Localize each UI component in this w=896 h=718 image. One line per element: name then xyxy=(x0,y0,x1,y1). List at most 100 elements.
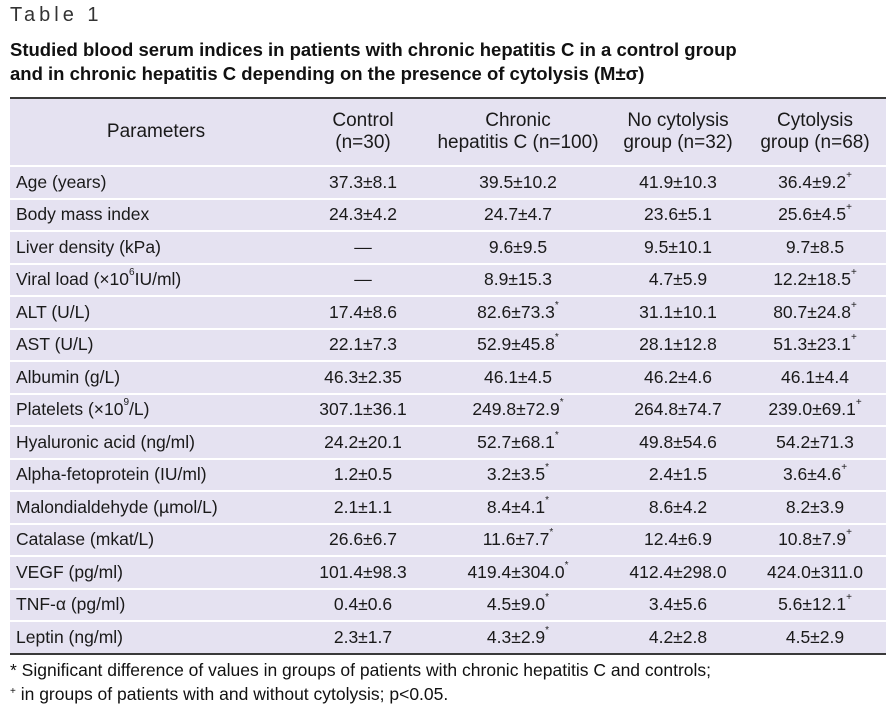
significance-mark: + xyxy=(841,462,848,474)
table-row: Platelets (×109/L) 307.1±36.1 249.8±72.9* 2… xyxy=(10,392,886,426)
footnote-line-1: * Significant difference of values in gr… xyxy=(10,660,712,680)
cell-cytolysis: 424.0±311.0 xyxy=(744,555,886,589)
table-row: Age (years) 37.3±8.1 39.5±10.2 41.9±10.3 36.… xyxy=(10,165,886,199)
table-row: Hyaluronic acid (ng/ml) 24.2±20.1 52.7±68.… xyxy=(10,425,886,459)
cell-parameter: Age (years) xyxy=(10,165,302,199)
header-cytolysis: Cytolysis group (n=68) xyxy=(760,110,870,153)
data-table: Parameters Control (n=30) Chronic hepatiti… xyxy=(10,97,886,655)
significance-mark: * xyxy=(545,494,550,506)
cell-chronic-hepatitis-c: 39.5±10.2 xyxy=(424,165,612,199)
table-label: Table 1 xyxy=(10,4,103,26)
cell-parameter: Liver density (kPa) xyxy=(10,230,302,264)
cell-no-cytolysis: 28.1±12.8 xyxy=(612,327,744,361)
cell-no-cytolysis: 3.4±5.6 xyxy=(612,587,744,621)
cell-parameter: Malondialdehyde (µmol/L) xyxy=(10,490,302,524)
cell-cytolysis: 25.6±4.5+ xyxy=(744,197,886,231)
significance-mark: * xyxy=(564,559,569,571)
significance-mark: + xyxy=(855,397,862,409)
cell-parameter: ALT (U/L) xyxy=(10,295,302,329)
footnote-plus-mark: + xyxy=(10,686,16,697)
significance-mark: + xyxy=(850,332,857,344)
table-footnote: * Significant difference of values in gr… xyxy=(10,658,886,706)
cell-control: — xyxy=(302,230,424,264)
cell-parameter: VEGF (pg/ml) xyxy=(10,555,302,589)
cell-no-cytolysis: 9.5±10.1 xyxy=(612,230,744,264)
cell-cytolysis: 239.0±69.1+ xyxy=(744,392,886,426)
cell-cytolysis: 51.3±23.1+ xyxy=(744,327,886,361)
cell-parameter: TNF-α (pg/ml) xyxy=(10,587,302,621)
significance-mark: * xyxy=(554,332,559,344)
table-row: Viral load (×106IU/ml) —8.9±15.3 4.7±5.9 12… xyxy=(10,262,886,296)
cell-no-cytolysis: 264.8±74.7 xyxy=(612,392,744,426)
cell-cytolysis: 3.6±4.6+ xyxy=(744,457,886,491)
cell-no-cytolysis: 8.6±4.2 xyxy=(612,490,744,524)
significance-mark: * xyxy=(554,429,559,441)
cell-control: 37.3±8.1 xyxy=(302,165,424,199)
cell-parameter: Hyaluronic acid (ng/ml) xyxy=(10,425,302,459)
caption-line-2: and in chronic hepatitis C depending on … xyxy=(10,63,645,84)
table-row: Catalase (mkat/L) 26.6±6.7 11.6±7.7* 12.4±6… xyxy=(10,522,886,556)
cell-control: 22.1±7.3 xyxy=(302,327,424,361)
caption-line-1: Studied blood serum indices in patients … xyxy=(10,39,737,60)
cell-control: 307.1±36.1 xyxy=(302,392,424,426)
cell-control: 46.3±2.35 xyxy=(302,360,424,394)
cell-no-cytolysis: 49.8±54.6 xyxy=(612,425,744,459)
cell-no-cytolysis: 2.4±1.5 xyxy=(612,457,744,491)
cell-chronic-hepatitis-c: 419.4±304.0* xyxy=(424,555,612,589)
table-row: ALT (U/L) 17.4±8.6 82.6±73.3* 31.1±10.1 80.7… xyxy=(10,295,886,329)
table-caption: Studied blood serum indices in patients … xyxy=(10,38,880,86)
cell-control: 24.3±4.2 xyxy=(302,197,424,231)
cell-cytolysis: 46.1±4.4 xyxy=(744,360,886,394)
cell-chronic-hepatitis-c: 3.2±3.5* xyxy=(424,457,612,491)
table-row: VEGF (pg/ml) 101.4±98.3 419.4±304.0* 412.4±… xyxy=(10,555,886,589)
cell-cytolysis: 36.4±9.2+ xyxy=(744,165,886,199)
cell-no-cytolysis: 46.2±4.6 xyxy=(612,360,744,394)
significance-mark: * xyxy=(545,624,550,636)
significance-mark: * xyxy=(549,527,554,539)
header-chronic-hepatitis-c: Chronic hepatitis C (n=100) xyxy=(437,110,599,153)
header-control: Control (n=30) xyxy=(332,110,394,153)
significance-mark: * xyxy=(545,462,550,474)
cell-control: 101.4±98.3 xyxy=(302,555,424,589)
cell-cytolysis: 4.5±2.9 xyxy=(744,620,886,655)
significance-mark: + xyxy=(846,169,852,181)
table-row: Malondialdehyde (µmol/L) 2.1±1.1 8.4±4.1* 8… xyxy=(10,490,886,524)
cell-parameter: Alpha-fetoprotein (IU/ml) xyxy=(10,457,302,491)
cell-control: 24.2±20.1 xyxy=(302,425,424,459)
cell-no-cytolysis: 31.1±10.1 xyxy=(612,295,744,329)
cell-parameter: Catalase (mkat/L) xyxy=(10,522,302,556)
significance-mark: + xyxy=(846,592,852,604)
cell-parameter: Leptin (ng/ml) xyxy=(10,620,302,655)
cell-no-cytolysis: 412.4±298.0 xyxy=(612,555,744,589)
significance-mark: + xyxy=(846,202,852,214)
significance-mark: * xyxy=(559,397,564,409)
header-parameters: Parameters xyxy=(106,121,206,142)
cell-cytolysis: 9.7±8.5 xyxy=(744,230,886,264)
table-row: Body mass index 24.3±4.2 24.7±4.7 23.6±5.1 2… xyxy=(10,197,886,231)
cell-parameter: Viral load (×106IU/ml) xyxy=(10,262,302,296)
cell-parameter: Platelets (×109/L) xyxy=(10,392,302,426)
cell-chronic-hepatitis-c: 8.9±15.3 xyxy=(424,262,612,296)
table-row: Albumin (g/L) 46.3±2.35 46.1±4.5 46.2±4.6 46… xyxy=(10,360,886,394)
header-no-cytolysis: No cytolysis group (n=32) xyxy=(623,110,733,153)
table-row: Alpha-fetoprotein (IU/ml) 1.2±0.5 3.2±3.5*… xyxy=(10,457,886,491)
cell-cytolysis: 8.2±3.9 xyxy=(744,490,886,524)
cell-parameter: Body mass index xyxy=(10,197,302,231)
cell-chronic-hepatitis-c: 11.6±7.7* xyxy=(424,522,612,556)
cell-no-cytolysis: 23.6±5.1 xyxy=(612,197,744,231)
table-row: Liver density (kPa) —9.6±9.5 9.5±10.1 9.7±8… xyxy=(10,230,886,264)
cell-control: 2.3±1.7 xyxy=(302,620,424,655)
table-row: TNF-α (pg/ml) 0.4±0.6 4.5±9.0* 3.4±5.6 5.6±1… xyxy=(10,587,886,621)
cell-parameter: Albumin (g/L) xyxy=(10,360,302,394)
table-row: AST (U/L) 22.1±7.3 52.9±45.8* 28.1±12.8 51.3… xyxy=(10,327,886,361)
cell-chronic-hepatitis-c: 52.9±45.8* xyxy=(424,327,612,361)
cell-chronic-hepatitis-c: 8.4±4.1* xyxy=(424,490,612,524)
cell-cytolysis: 10.8±7.9+ xyxy=(744,522,886,556)
cell-chronic-hepatitis-c: 46.1±4.5 xyxy=(424,360,612,394)
cell-no-cytolysis: 4.2±2.8 xyxy=(612,620,744,655)
cell-chronic-hepatitis-c: 9.6±9.5 xyxy=(424,230,612,264)
footnote-line-2: + in groups of patients with and without… xyxy=(10,684,449,704)
cell-chronic-hepatitis-c: 52.7±68.1* xyxy=(424,425,612,459)
cell-control: 0.4±0.6 xyxy=(302,587,424,621)
